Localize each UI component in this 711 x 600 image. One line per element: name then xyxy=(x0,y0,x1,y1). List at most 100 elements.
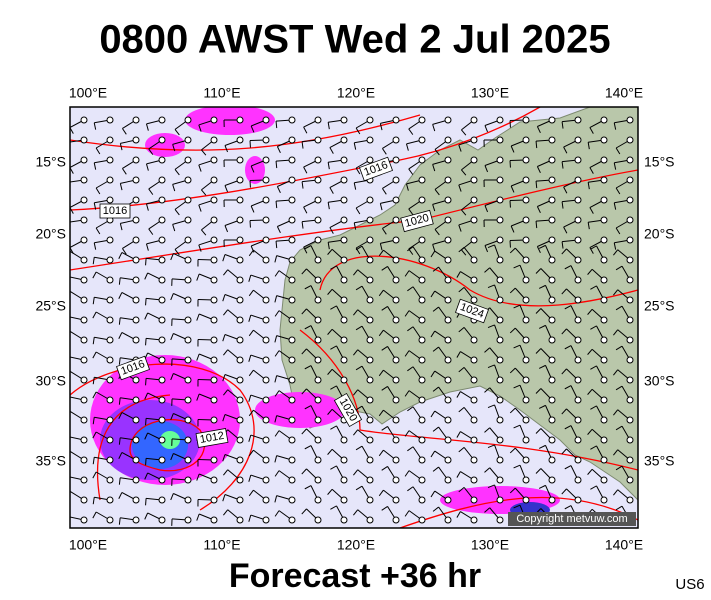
barb-feather xyxy=(170,493,174,501)
station xyxy=(470,496,478,504)
station xyxy=(444,196,452,204)
barb-feather xyxy=(407,486,414,492)
barb-feather xyxy=(615,465,623,471)
barb-feather xyxy=(613,249,619,256)
station xyxy=(574,376,582,384)
station xyxy=(392,336,400,344)
station xyxy=(184,216,192,224)
barb-feather xyxy=(301,268,307,275)
barb-feather xyxy=(589,127,594,134)
barb-feather xyxy=(172,224,176,232)
barb-feather xyxy=(144,472,149,480)
station xyxy=(288,156,296,164)
barb-feather xyxy=(353,309,359,316)
station xyxy=(314,276,322,284)
barb-feather xyxy=(148,148,154,155)
barb-feather xyxy=(456,471,461,478)
station xyxy=(236,116,244,124)
station xyxy=(184,376,192,384)
lat-label: 20°S xyxy=(35,226,66,242)
station xyxy=(210,276,218,284)
station xyxy=(496,416,504,424)
barb-feather xyxy=(613,122,617,130)
station xyxy=(600,316,608,324)
station xyxy=(600,276,608,284)
station xyxy=(366,256,374,264)
barb-feather xyxy=(92,271,97,279)
barb-feather xyxy=(538,444,546,449)
barb-feather xyxy=(536,206,541,214)
barb-feather xyxy=(615,147,621,155)
station xyxy=(288,316,296,324)
barb-feather xyxy=(92,457,95,465)
station xyxy=(496,116,504,124)
isobar-label-box xyxy=(333,392,363,428)
barb-feather xyxy=(561,448,567,455)
barb-feather xyxy=(67,277,68,284)
barb-feather xyxy=(274,510,280,517)
station xyxy=(444,356,452,364)
station xyxy=(470,216,478,224)
station xyxy=(574,336,582,344)
barb-feather xyxy=(118,452,123,459)
barb-feather xyxy=(587,308,593,315)
station xyxy=(366,516,374,524)
station xyxy=(210,256,218,264)
barb-feather xyxy=(301,508,307,515)
barb-feather xyxy=(587,222,590,230)
barb-feather xyxy=(535,348,542,354)
barb-feather xyxy=(95,187,101,195)
station xyxy=(236,176,244,184)
barb-feather xyxy=(118,292,123,299)
barb-feather xyxy=(276,226,281,234)
barb-feather xyxy=(274,390,280,397)
station xyxy=(392,356,400,364)
barb-feather xyxy=(456,391,461,398)
barb-feather xyxy=(535,308,542,314)
barb-feather xyxy=(223,389,229,396)
station xyxy=(574,116,582,124)
station xyxy=(80,496,88,504)
barb-feather xyxy=(564,345,572,350)
barb-feather xyxy=(378,449,384,457)
barb-feather xyxy=(196,513,200,521)
station xyxy=(600,496,608,504)
barb-feather xyxy=(381,386,388,391)
station xyxy=(418,316,426,324)
station xyxy=(574,196,582,204)
station xyxy=(210,236,218,244)
station xyxy=(106,356,114,364)
station xyxy=(288,496,296,504)
station xyxy=(340,176,348,184)
barb-feather xyxy=(355,207,361,215)
title: 0800 AWST Wed 2 Jul 2025 xyxy=(99,18,610,62)
barb-feather xyxy=(304,285,312,290)
barb-feather xyxy=(223,269,229,276)
station xyxy=(574,136,582,144)
station xyxy=(548,256,556,264)
barb-feather xyxy=(456,511,461,518)
barb-feather xyxy=(484,347,491,353)
station xyxy=(132,476,140,484)
barb-feather xyxy=(122,128,127,135)
station xyxy=(184,316,192,324)
station xyxy=(496,476,504,484)
barb-feather xyxy=(461,129,467,136)
barb-feather xyxy=(353,429,359,436)
barb-feather xyxy=(250,125,255,133)
barb-feather xyxy=(430,490,436,498)
station xyxy=(236,156,244,164)
barb-feather xyxy=(196,273,200,281)
station xyxy=(106,416,114,424)
station xyxy=(470,436,478,444)
barb-feather xyxy=(538,364,546,369)
station xyxy=(522,256,530,264)
station xyxy=(600,136,608,144)
station xyxy=(392,436,400,444)
station xyxy=(366,156,374,164)
station xyxy=(314,236,322,244)
barb-feather xyxy=(330,305,337,310)
barb-feather xyxy=(248,409,254,417)
barb-feather xyxy=(274,430,280,437)
